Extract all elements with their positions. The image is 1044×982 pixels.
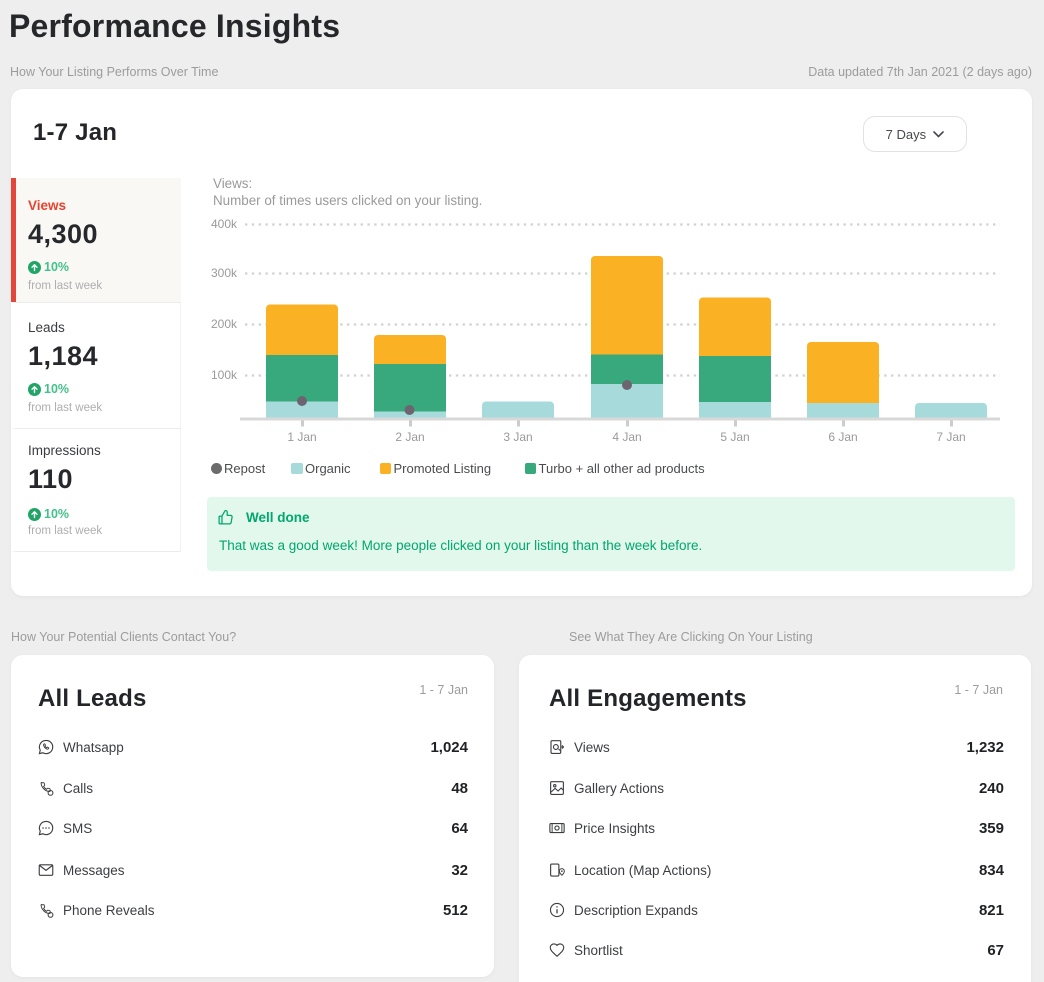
svg-text:5 Jan: 5 Jan: [720, 430, 749, 444]
svg-text:300k: 300k: [211, 266, 238, 280]
svg-text:3 Jan: 3 Jan: [503, 430, 532, 444]
svg-text:1 Jan: 1 Jan: [287, 430, 316, 444]
svg-text:4 Jan: 4 Jan: [612, 430, 641, 444]
svg-text:6 Jan: 6 Jan: [828, 430, 857, 444]
svg-text:400k: 400k: [211, 217, 238, 231]
svg-text:2 Jan: 2 Jan: [395, 430, 424, 444]
svg-text:7 Jan: 7 Jan: [936, 430, 965, 444]
svg-text:200k: 200k: [211, 317, 238, 331]
svg-text:100k: 100k: [211, 368, 238, 382]
